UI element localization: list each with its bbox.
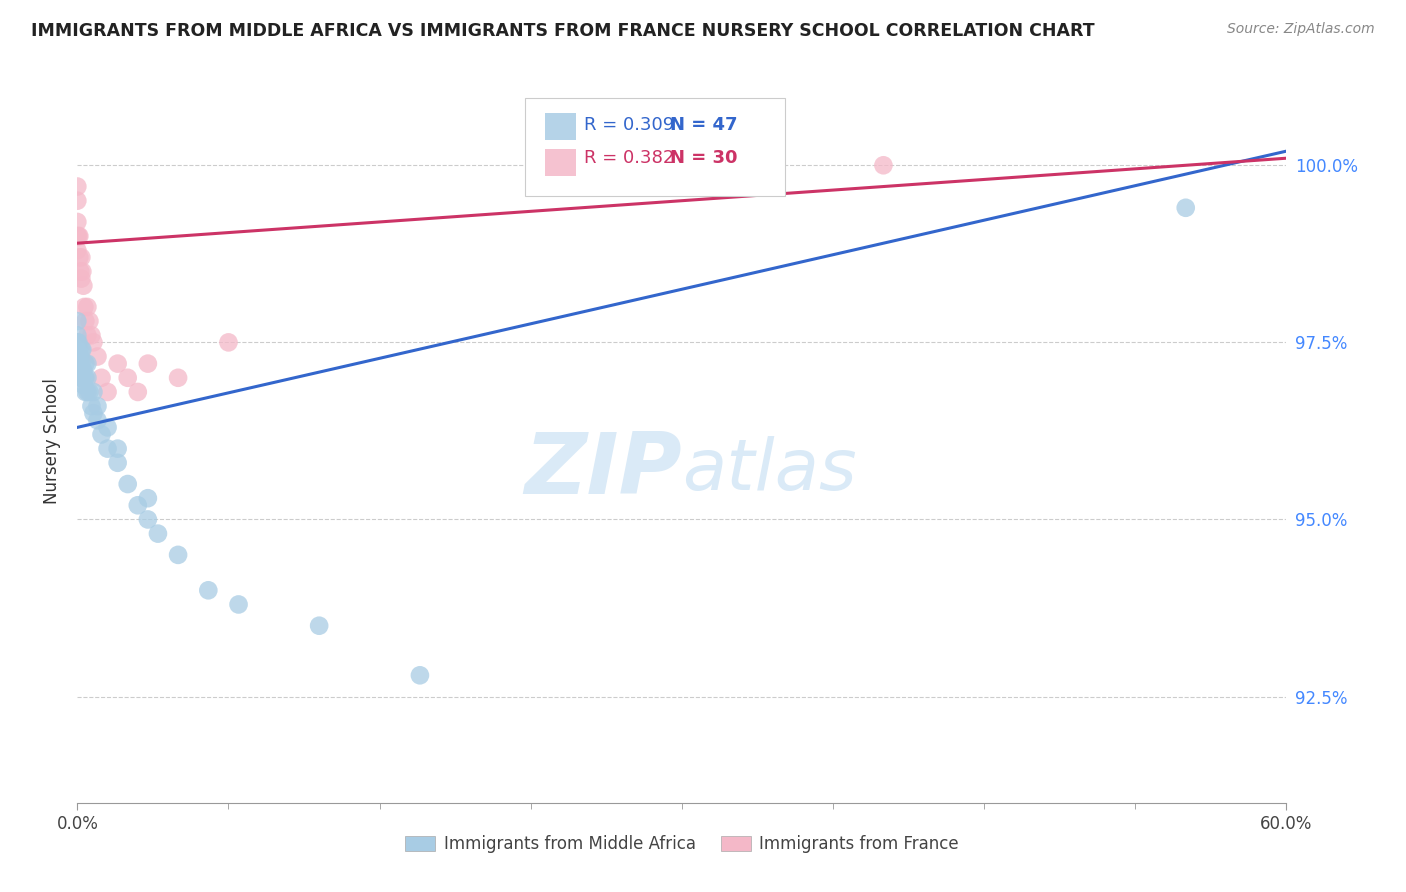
Point: [167, 548, 190, 562]
Point: [66, 194, 89, 208]
Point: [107, 456, 129, 470]
Point: [197, 583, 219, 598]
Point: [76, 384, 98, 399]
Point: [72, 364, 94, 378]
Point: [66, 314, 89, 328]
Point: [409, 668, 432, 682]
Point: [66, 215, 89, 229]
Point: [70, 357, 93, 371]
Point: [66, 244, 89, 258]
Point: [73, 300, 96, 314]
Point: [66, 229, 89, 244]
FancyBboxPatch shape: [524, 98, 785, 196]
Point: [96, 420, 118, 434]
Text: Source: ZipAtlas.com: Source: ZipAtlas.com: [1227, 22, 1375, 37]
Point: [75, 357, 97, 371]
Point: [90, 371, 112, 385]
Point: [70, 251, 93, 265]
Point: [96, 384, 118, 399]
Point: [167, 371, 190, 385]
Point: [70, 271, 93, 285]
Point: [80, 328, 103, 343]
Point: [79, 384, 101, 399]
Point: [72, 377, 94, 392]
Point: [76, 371, 98, 385]
Point: [69, 350, 91, 364]
Point: [117, 371, 139, 385]
Point: [872, 158, 894, 172]
Point: [82, 384, 104, 399]
Point: [107, 357, 129, 371]
Point: [75, 384, 97, 399]
Point: [69, 371, 91, 385]
Point: [67, 335, 90, 350]
Point: [72, 278, 94, 293]
Legend: Immigrants from Middle Africa, Immigrants from France: Immigrants from Middle Africa, Immigrant…: [398, 828, 966, 860]
Point: [66, 343, 89, 357]
Point: [127, 384, 149, 399]
Point: [308, 618, 330, 632]
Text: N = 47: N = 47: [669, 116, 737, 134]
Point: [67, 343, 90, 357]
Point: [86, 350, 108, 364]
Text: atlas: atlas: [682, 436, 856, 505]
Point: [67, 251, 90, 265]
Point: [76, 300, 98, 314]
Point: [66, 179, 89, 194]
Point: [76, 357, 98, 371]
Point: [107, 442, 129, 456]
Text: R = 0.309: R = 0.309: [583, 116, 675, 134]
Point: [136, 512, 159, 526]
Point: [70, 371, 93, 385]
Y-axis label: Nursery School: Nursery School: [44, 378, 62, 505]
Text: R = 0.382: R = 0.382: [583, 149, 675, 167]
Point: [86, 399, 108, 413]
Point: [66, 335, 89, 350]
Text: ZIP: ZIP: [524, 429, 682, 512]
Point: [127, 498, 149, 512]
Point: [67, 229, 90, 244]
Point: [117, 477, 139, 491]
Point: [75, 314, 97, 328]
Point: [82, 335, 104, 350]
Point: [82, 406, 104, 420]
Point: [72, 343, 94, 357]
Point: [70, 343, 93, 357]
Point: [75, 371, 97, 385]
Point: [218, 335, 240, 350]
Point: [96, 442, 118, 456]
Point: [136, 491, 159, 506]
Text: N = 30: N = 30: [669, 149, 737, 167]
FancyBboxPatch shape: [546, 112, 575, 140]
Point: [146, 526, 169, 541]
Point: [80, 399, 103, 413]
Point: [66, 328, 89, 343]
Point: [67, 357, 90, 371]
Point: [79, 314, 101, 328]
Point: [86, 413, 108, 427]
Point: [72, 364, 94, 378]
Point: [72, 264, 94, 278]
Point: [67, 357, 90, 371]
Point: [1174, 201, 1197, 215]
Point: [69, 264, 91, 278]
Point: [67, 229, 90, 244]
Text: IMMIGRANTS FROM MIDDLE AFRICA VS IMMIGRANTS FROM FRANCE NURSERY SCHOOL CORRELATI: IMMIGRANTS FROM MIDDLE AFRICA VS IMMIGRA…: [31, 22, 1094, 40]
Point: [228, 598, 250, 612]
Point: [66, 350, 89, 364]
Point: [76, 328, 98, 343]
FancyBboxPatch shape: [546, 149, 575, 177]
Point: [136, 357, 159, 371]
Point: [90, 427, 112, 442]
Point: [73, 371, 96, 385]
